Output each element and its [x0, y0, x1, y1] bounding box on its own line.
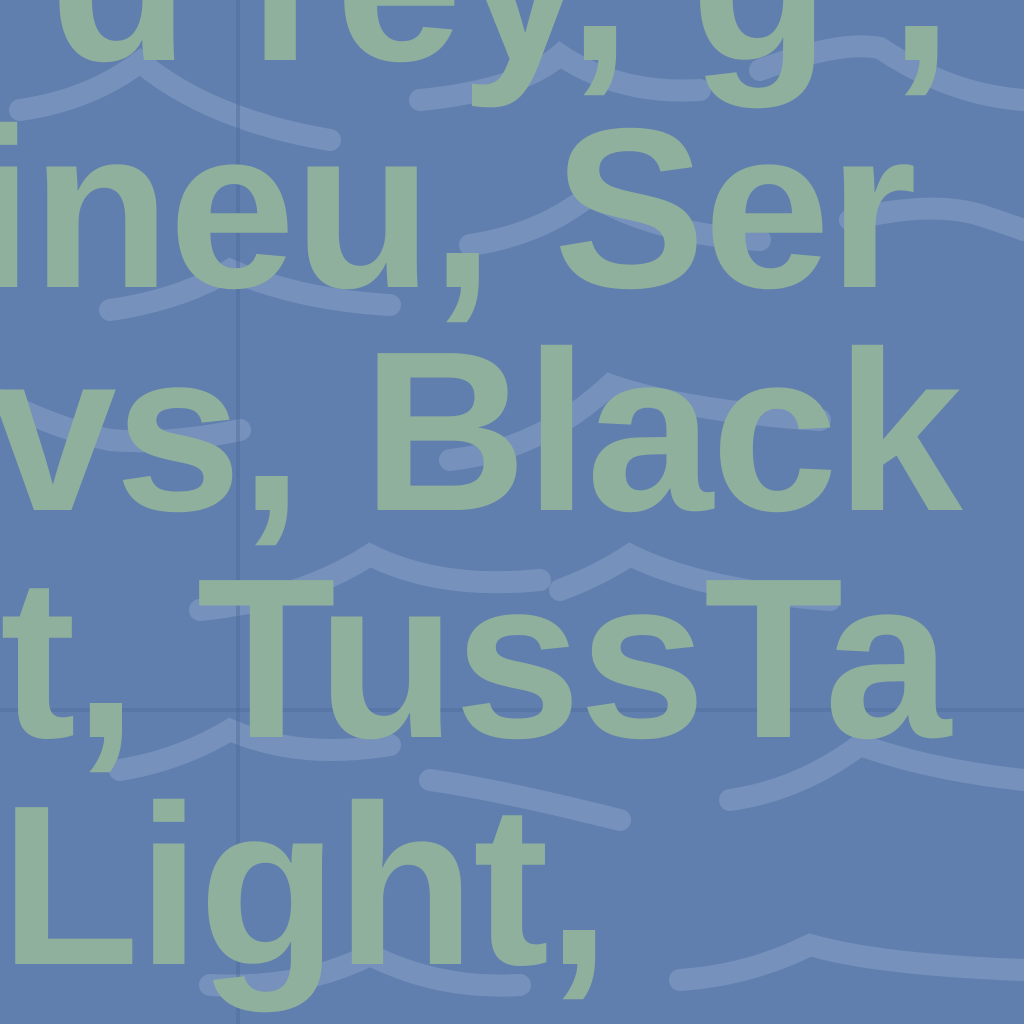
grid-line-vertical	[236, 0, 240, 1024]
grid-line-horizontal	[0, 708, 1024, 712]
text-line-3: vs, Black	[0, 305, 963, 559]
text-line-5: Light,	[0, 759, 610, 1013]
text-line-4: t, TussTa	[0, 532, 951, 786]
text-line-1: d rey, g ,	[50, 0, 953, 96]
text-line-2: ineu, Ser	[0, 82, 917, 336]
text-line-6: X T T	[200, 995, 749, 1024]
